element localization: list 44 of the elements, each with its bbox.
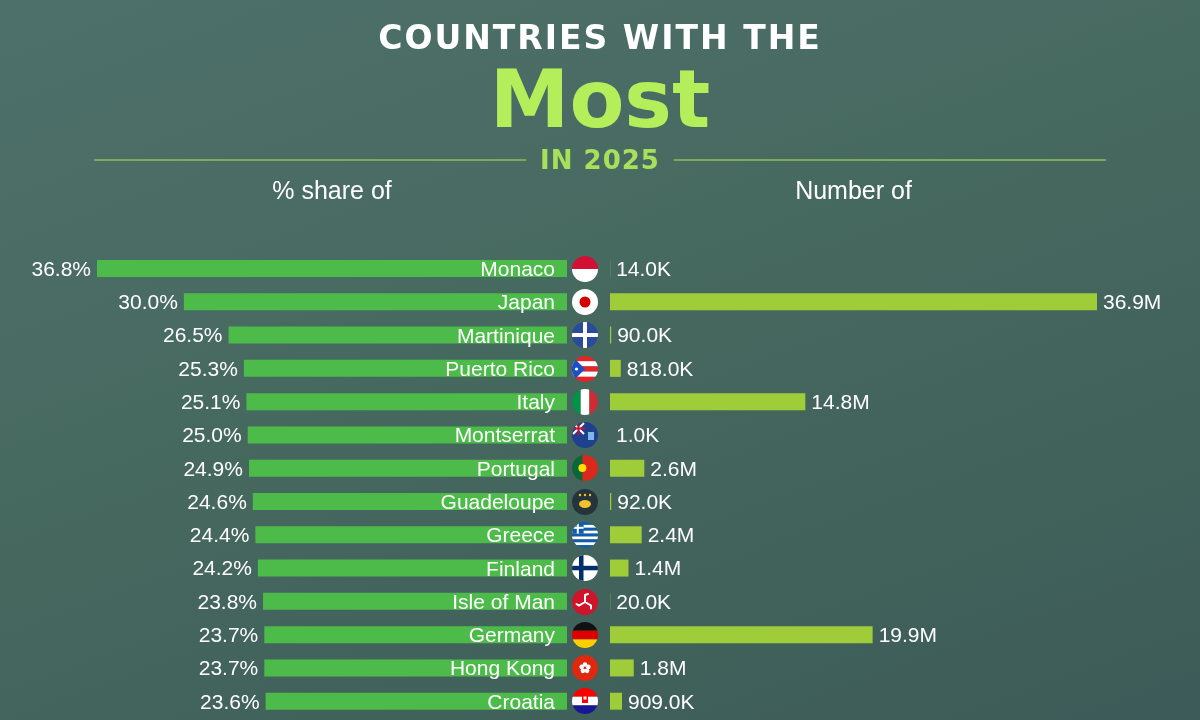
data-label: 20.0K: [616, 589, 672, 613]
data-label: 19.9M: [878, 622, 938, 646]
data-label: 909.0K: [628, 689, 695, 713]
data-label: 24.9%: [183, 456, 243, 480]
y-tick-label: Croatia: [487, 689, 556, 713]
y-tick-label: Isle of Man: [452, 589, 555, 613]
x-axis-title: % share of: [271, 175, 393, 205]
x-axis-title: Number of: [794, 175, 913, 205]
y-tick-label: Monaco: [480, 256, 555, 280]
y-tick-label: Puerto Rico: [445, 356, 555, 380]
data-label: 2.6M: [650, 456, 697, 480]
y-tick-label: Portugal: [476, 456, 555, 480]
y-tick-label: Japan: [497, 290, 555, 314]
y-tick-label: Germany: [468, 623, 556, 647]
y-tick-label: Montserrat: [454, 423, 556, 447]
data-label: 92.0K: [617, 489, 673, 513]
y-tick-label: Martinique: [456, 323, 555, 347]
data-label: 1.4M: [634, 556, 682, 580]
y-tick-label: Italy: [516, 390, 556, 414]
data-label: 25.3%: [178, 356, 238, 380]
y-tick-label: Finland: [486, 556, 555, 580]
y-tick-label: Guadeloupe: [440, 489, 555, 513]
data-label: 14.0K: [616, 256, 672, 280]
data-label: 23.7%: [198, 622, 259, 646]
data-label: 26.5%: [163, 323, 223, 347]
data-label: 23.8%: [197, 589, 258, 613]
data-label: 23.6%: [200, 689, 260, 713]
data-label: 25.1%: [180, 389, 241, 413]
data-label: 25.0%: [182, 423, 242, 447]
data-label: 36.8%: [31, 256, 91, 280]
data-label: 2.4M: [647, 523, 695, 547]
data-label: 1.8M: [639, 656, 687, 680]
data-label: 24.2%: [192, 556, 252, 580]
data-label: 14.8M: [811, 389, 870, 413]
data-label: 23.7%: [198, 656, 259, 680]
y-tick-label: Greece: [486, 523, 555, 547]
data-label: 90.0K: [617, 323, 673, 347]
data-label: 24.4%: [189, 523, 250, 547]
data-label: 36.9M: [1103, 290, 1162, 314]
data-label: 818.0K: [626, 356, 694, 380]
data-label: 1.0K: [616, 423, 660, 447]
y-tick-label: Hong Kong: [449, 656, 555, 680]
data-label: 24.6%: [187, 489, 247, 513]
data-label: 30.0%: [118, 290, 178, 314]
